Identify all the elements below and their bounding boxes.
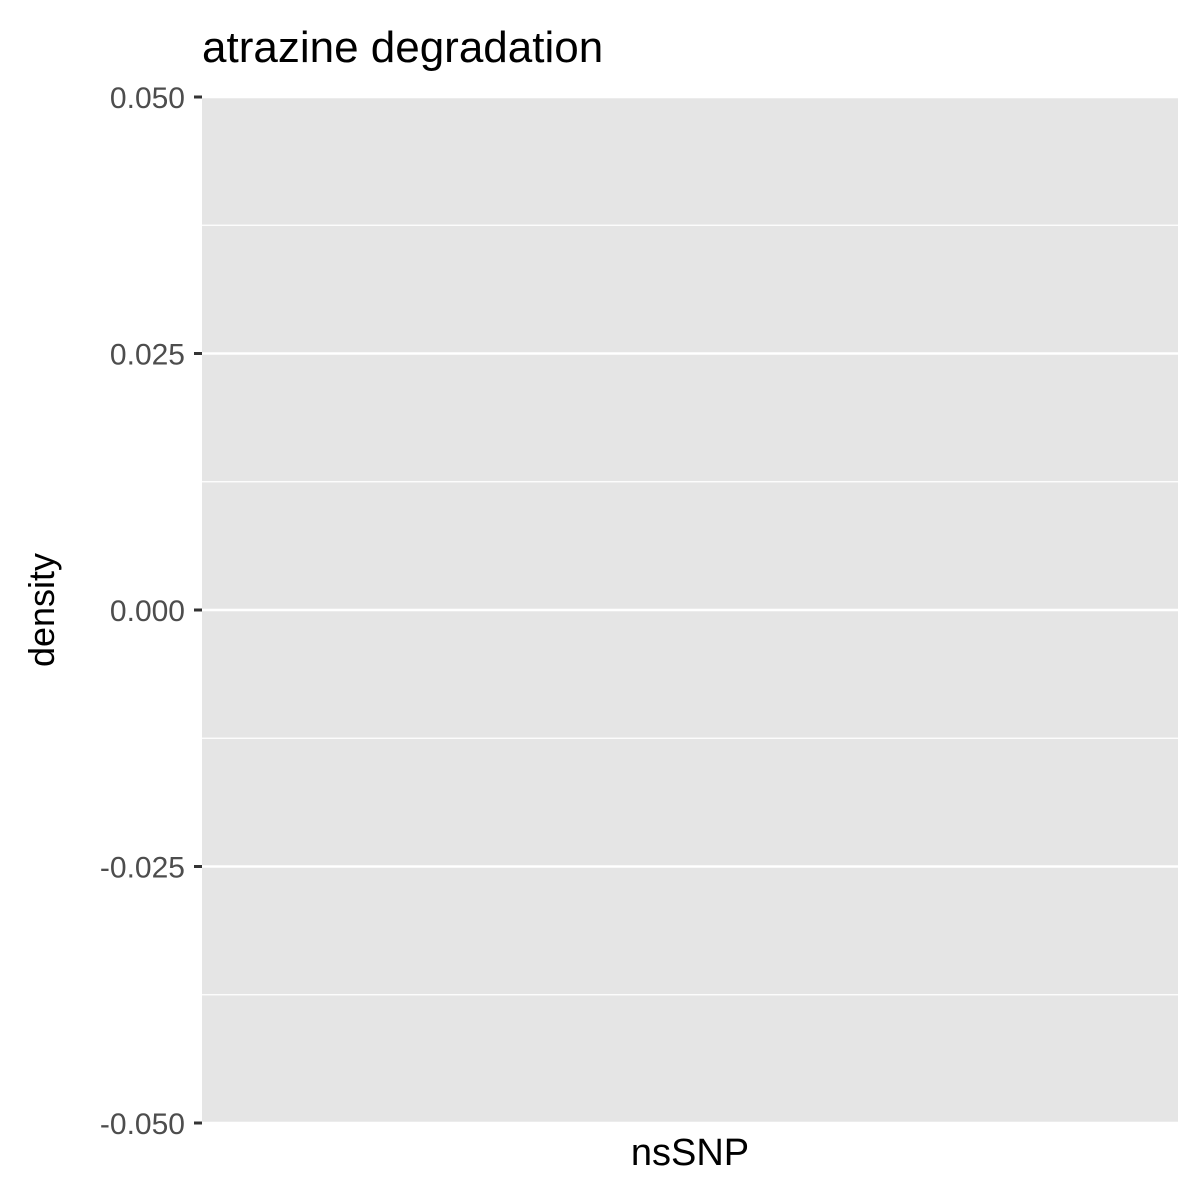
x-axis: nsSNP	[631, 1132, 749, 1174]
y-tick-label: 0.050	[110, 82, 185, 115]
y-tick-label: -0.025	[100, 852, 185, 885]
x-tick-label: nsSNP	[631, 1132, 749, 1174]
y-tick-label: -0.050	[100, 1108, 185, 1141]
grid-major	[202, 95, 1178, 1125]
grid-minor	[202, 224, 1178, 996]
y-axis: 0.050 0.025 0.000 -0.025 -0.050	[100, 82, 202, 1141]
chart-title: atrazine degradation	[202, 23, 603, 72]
y-axis-label: density	[21, 553, 62, 667]
y-tick-label: 0.000	[110, 595, 185, 628]
y-tick-label: 0.025	[110, 339, 185, 372]
